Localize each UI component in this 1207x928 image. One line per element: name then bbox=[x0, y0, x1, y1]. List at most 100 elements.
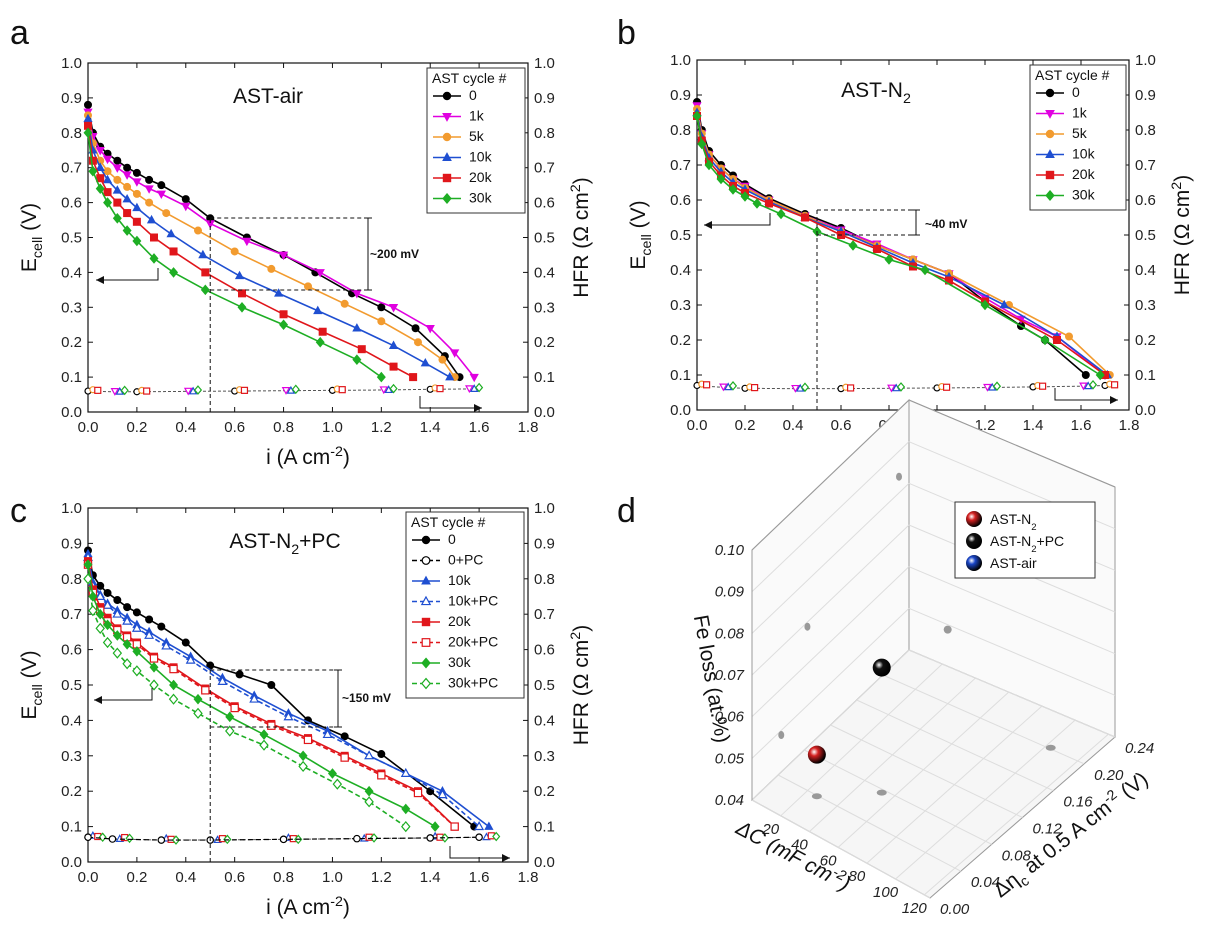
data-point-1k bbox=[122, 171, 132, 180]
x-tick-label: 1.8 bbox=[518, 419, 539, 436]
data-point-5k bbox=[103, 167, 112, 176]
hfr-point bbox=[1088, 379, 1098, 390]
legend-label: 10k bbox=[1072, 146, 1096, 162]
y2-tick-label: 0.3 bbox=[534, 299, 555, 316]
x-tick-label: 1.4 bbox=[420, 869, 441, 886]
x-tick-label: 0.2 bbox=[735, 417, 756, 434]
chart-title: AST-N2 bbox=[841, 79, 911, 107]
legend-title: AST cycle # bbox=[411, 514, 486, 530]
data-point-0 bbox=[181, 638, 190, 647]
y-tick-label: 0.8 bbox=[670, 122, 691, 139]
data-point-30k bbox=[149, 253, 159, 264]
data-point-5k bbox=[303, 282, 312, 291]
data-point-30k bbox=[132, 646, 142, 657]
x-tick-label: 0.6 bbox=[224, 869, 245, 886]
x-tick-label: 0.4 bbox=[175, 869, 196, 886]
projection-wall-right bbox=[943, 625, 952, 634]
hfr-point bbox=[992, 381, 1002, 392]
right-axis-arrow bbox=[419, 396, 482, 409]
data-point-10k+PC bbox=[437, 789, 448, 799]
data-point-10k bbox=[999, 299, 1009, 309]
data-point-30k bbox=[848, 240, 858, 251]
legend-marker bbox=[420, 595, 432, 606]
hfr-point bbox=[436, 385, 444, 393]
legend-marker bbox=[421, 638, 431, 647]
data-point-1k bbox=[388, 304, 399, 313]
data-point-5k bbox=[377, 317, 386, 326]
data-point-0-pc bbox=[84, 833, 92, 842]
data-point-10k bbox=[95, 162, 105, 171]
x-tick-label: 0.8 bbox=[273, 419, 294, 436]
legend-label: 30k+PC bbox=[448, 675, 498, 691]
series-line-0 bbox=[87, 104, 461, 378]
x-axis-label-part: i (A cm bbox=[266, 446, 330, 469]
data-point-30k bbox=[132, 235, 142, 247]
legend-label-part: 2 bbox=[1031, 522, 1036, 533]
chart-title-part: 2 bbox=[903, 91, 911, 107]
y2-axis-label: HFR (Ω cm2) bbox=[568, 625, 593, 745]
left-axis-arrow bbox=[94, 688, 153, 701]
data-point-30k bbox=[728, 184, 738, 195]
data-point-20k bbox=[1053, 335, 1062, 344]
y2-tick-label: 0.7 bbox=[534, 160, 555, 177]
data-point-1k bbox=[450, 349, 460, 358]
legend-label: 10k+PC bbox=[448, 593, 498, 609]
hfr-point bbox=[120, 385, 129, 396]
data-point-30k+PC bbox=[112, 647, 123, 659]
y-tick-label: 0.5 bbox=[61, 677, 82, 694]
x-tick-label: 1.8 bbox=[1119, 417, 1140, 434]
data-point-20k bbox=[873, 244, 882, 253]
z-grid bbox=[908, 607, 1116, 696]
data-point-10k bbox=[146, 214, 157, 224]
data-point-30k bbox=[83, 559, 93, 570]
chart-panel-d: d 0.04 0.05 0.06 0.07 0.08 0.09 0.10 20 40 60 80 100… bbox=[617, 398, 1154, 918]
legend-title: AST cycle # bbox=[432, 70, 507, 86]
data-point-1k bbox=[112, 164, 122, 173]
y2-tick-label: 1.0 bbox=[534, 55, 555, 72]
data-point-10k+PC bbox=[122, 615, 133, 625]
data-point-20k+PC bbox=[340, 753, 349, 762]
legend-label: AST-air bbox=[990, 555, 1037, 571]
data-point-0 bbox=[96, 581, 105, 590]
legend-marker bbox=[421, 575, 431, 585]
data-point-20k bbox=[389, 362, 398, 371]
data-point-30k+PC bbox=[401, 820, 411, 833]
legend-marker bbox=[1045, 170, 1055, 180]
data-point-1k bbox=[181, 202, 191, 212]
data-point-20k bbox=[765, 199, 774, 208]
data-point-10k bbox=[388, 340, 399, 349]
data-point-20k bbox=[409, 373, 418, 382]
data-point-0 bbox=[340, 732, 349, 741]
x-tick-label: 0.4 bbox=[783, 417, 804, 434]
data-point-0 bbox=[113, 596, 122, 605]
x-tick-label: 0.2 bbox=[126, 869, 147, 886]
data-point-5k bbox=[438, 355, 447, 364]
hfr-point bbox=[702, 381, 711, 389]
data-point-0 bbox=[132, 608, 141, 617]
x-tick-label: 0.0 bbox=[78, 869, 99, 886]
y-tick-label: 0.2 bbox=[61, 334, 82, 351]
y-tick-label: 0.3 bbox=[670, 297, 691, 314]
data-point-20k+PC bbox=[413, 788, 423, 798]
data-point-0 bbox=[1081, 370, 1090, 379]
data-point-0-pc bbox=[279, 835, 288, 844]
legend-marker bbox=[442, 91, 452, 101]
series-line-30k+PC bbox=[87, 578, 407, 828]
data-point-10k bbox=[102, 174, 113, 184]
y2-tick-label: 0.5 bbox=[534, 677, 555, 694]
x-tick-label-3d: 60 bbox=[820, 852, 837, 869]
x-tick-label: 0.6 bbox=[224, 419, 245, 436]
hfr-point bbox=[291, 384, 300, 395]
data-point-0-pc bbox=[475, 833, 483, 842]
data-point-30k+PC bbox=[225, 725, 235, 737]
y-tick-label-3d: 0.04 bbox=[971, 874, 1000, 891]
data-point-10k+PC bbox=[283, 711, 294, 721]
data-point-20k bbox=[113, 198, 122, 207]
data-point-0 bbox=[157, 181, 166, 190]
x-axis-label-part: i (A cm bbox=[266, 896, 330, 919]
y-axis-label-part: cell bbox=[30, 237, 46, 258]
data-point-30k+PC bbox=[95, 622, 105, 634]
data-point-10k+PC bbox=[474, 821, 485, 831]
